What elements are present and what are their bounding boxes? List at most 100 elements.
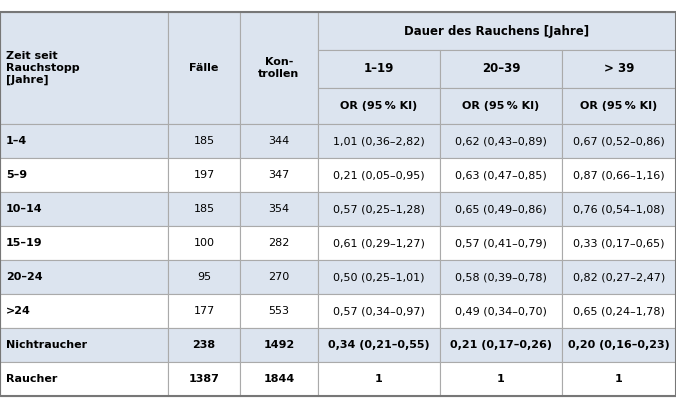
Text: 1844: 1844	[264, 374, 295, 384]
Text: 238: 238	[193, 340, 216, 350]
Text: Nichtraucher: Nichtraucher	[6, 340, 87, 350]
Bar	[240, 12, 318, 124]
Text: 185: 185	[193, 136, 214, 146]
Text: 0,58 (0,39–0,78): 0,58 (0,39–0,78)	[455, 272, 547, 282]
Text: OR (95 % KI): OR (95 % KI)	[341, 101, 418, 111]
Bar	[440, 124, 562, 158]
Text: 0,82 (0,27–2,47): 0,82 (0,27–2,47)	[573, 272, 665, 282]
Text: 177: 177	[193, 306, 214, 316]
Text: 197: 197	[193, 170, 214, 180]
Text: 0,63 (0,47–0,85): 0,63 (0,47–0,85)	[455, 170, 547, 180]
Bar	[0, 294, 168, 328]
Bar	[168, 362, 240, 396]
Text: Dauer des Rauchens [Jahre]: Dauer des Rauchens [Jahre]	[404, 24, 589, 38]
Text: 0,57 (0,34–0,97): 0,57 (0,34–0,97)	[333, 306, 425, 316]
Bar	[0, 192, 168, 226]
Text: 1: 1	[375, 374, 383, 384]
Text: Kon-
trollen: Kon- trollen	[258, 57, 299, 79]
Bar	[562, 362, 676, 396]
Text: 0,33 (0,17–0,65): 0,33 (0,17–0,65)	[573, 238, 665, 248]
Text: OR (95 % KI): OR (95 % KI)	[581, 101, 658, 111]
Text: 0,65 (0,24–1,78): 0,65 (0,24–1,78)	[573, 306, 665, 316]
Text: 20–39: 20–39	[482, 62, 521, 75]
Bar	[168, 294, 240, 328]
Text: 0,87 (0,66–1,16): 0,87 (0,66–1,16)	[573, 170, 665, 180]
Bar	[0, 362, 168, 396]
Text: >24: >24	[6, 306, 31, 316]
Bar	[168, 260, 240, 294]
Bar	[562, 294, 676, 328]
Bar	[318, 158, 440, 192]
Bar	[440, 192, 562, 226]
Text: 0,65 (0,49–0,86): 0,65 (0,49–0,86)	[455, 204, 547, 214]
Bar	[240, 226, 318, 260]
Text: OR (95 % KI): OR (95 % KI)	[462, 101, 539, 111]
Bar	[440, 362, 562, 396]
Text: 354: 354	[268, 204, 289, 214]
Bar	[318, 192, 440, 226]
Bar	[0, 158, 168, 192]
Text: 1: 1	[615, 374, 623, 384]
Bar	[318, 88, 440, 124]
Bar	[440, 226, 562, 260]
Bar	[562, 226, 676, 260]
Text: 0,62 (0,43–0,89): 0,62 (0,43–0,89)	[455, 136, 547, 146]
Text: 0,67 (0,52–0,86): 0,67 (0,52–0,86)	[573, 136, 665, 146]
Bar	[240, 294, 318, 328]
Text: 347: 347	[268, 170, 289, 180]
Bar	[562, 158, 676, 192]
Bar	[168, 192, 240, 226]
Bar	[318, 124, 440, 158]
Text: 1492: 1492	[264, 340, 295, 350]
Bar	[0, 124, 168, 158]
Bar	[562, 50, 676, 88]
Bar	[240, 192, 318, 226]
Text: 270: 270	[268, 272, 289, 282]
Text: 1: 1	[497, 374, 505, 384]
Text: Fälle: Fälle	[189, 63, 219, 73]
Text: 1,01 (0,36–2,82): 1,01 (0,36–2,82)	[333, 136, 425, 146]
Text: Zeit seit
Rauchstopp
[Jahre]: Zeit seit Rauchstopp [Jahre]	[6, 51, 80, 85]
Text: 100: 100	[193, 238, 214, 248]
Bar	[562, 260, 676, 294]
Bar	[0, 260, 168, 294]
Bar	[0, 226, 168, 260]
Bar	[440, 328, 562, 362]
Bar	[318, 50, 440, 88]
Text: 0,21 (0,05–0,95): 0,21 (0,05–0,95)	[333, 170, 425, 180]
Bar	[240, 260, 318, 294]
Bar	[0, 12, 168, 124]
Text: 0,76 (0,54–1,08): 0,76 (0,54–1,08)	[573, 204, 665, 214]
Text: 1–19: 1–19	[364, 62, 394, 75]
Text: > 39: > 39	[604, 62, 634, 75]
Bar	[240, 362, 318, 396]
Bar	[168, 12, 240, 124]
Bar	[440, 260, 562, 294]
Bar	[440, 88, 562, 124]
Text: Raucher: Raucher	[6, 374, 57, 384]
Bar	[562, 328, 676, 362]
Bar	[440, 50, 562, 88]
Bar	[562, 88, 676, 124]
Text: 0,57 (0,25–1,28): 0,57 (0,25–1,28)	[333, 204, 425, 214]
Text: 0,20 (0,16–0,23): 0,20 (0,16–0,23)	[568, 340, 670, 350]
Bar	[562, 192, 676, 226]
Text: 0,57 (0,41–0,79): 0,57 (0,41–0,79)	[455, 238, 547, 248]
Bar	[318, 362, 440, 396]
Text: 5–9: 5–9	[6, 170, 27, 180]
Text: 1387: 1387	[189, 374, 220, 384]
Bar	[318, 12, 676, 50]
Text: 185: 185	[193, 204, 214, 214]
Text: 282: 282	[268, 238, 290, 248]
Bar	[240, 328, 318, 362]
Bar	[0, 328, 168, 362]
Bar	[440, 158, 562, 192]
Text: 0,21 (0,17–0,26): 0,21 (0,17–0,26)	[450, 340, 552, 350]
Text: 10–14: 10–14	[6, 204, 43, 214]
Text: 553: 553	[268, 306, 289, 316]
Text: 95: 95	[197, 272, 211, 282]
Text: 1–4: 1–4	[6, 136, 27, 146]
Text: 20–24: 20–24	[6, 272, 43, 282]
Text: 344: 344	[268, 136, 289, 146]
Text: 15–19: 15–19	[6, 238, 43, 248]
